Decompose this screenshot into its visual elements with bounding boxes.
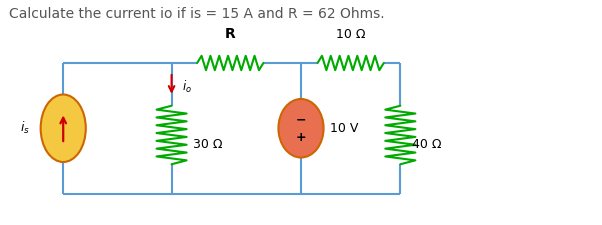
- Text: $i_s$: $i_s$: [20, 120, 30, 136]
- Text: +: +: [296, 131, 306, 144]
- Text: 10 V: 10 V: [330, 122, 358, 135]
- Text: 10 Ω: 10 Ω: [336, 27, 365, 40]
- Text: 40 Ω: 40 Ω: [412, 137, 442, 151]
- Text: R: R: [225, 27, 235, 40]
- Ellipse shape: [40, 94, 85, 162]
- Text: Calculate the current io if is = 15 A and R = 62 Ohms.: Calculate the current io if is = 15 A an…: [9, 7, 385, 21]
- Text: $i_o$: $i_o$: [182, 79, 193, 95]
- Text: 30 Ω: 30 Ω: [193, 137, 222, 151]
- Text: −: −: [296, 114, 306, 127]
- Ellipse shape: [278, 99, 323, 158]
